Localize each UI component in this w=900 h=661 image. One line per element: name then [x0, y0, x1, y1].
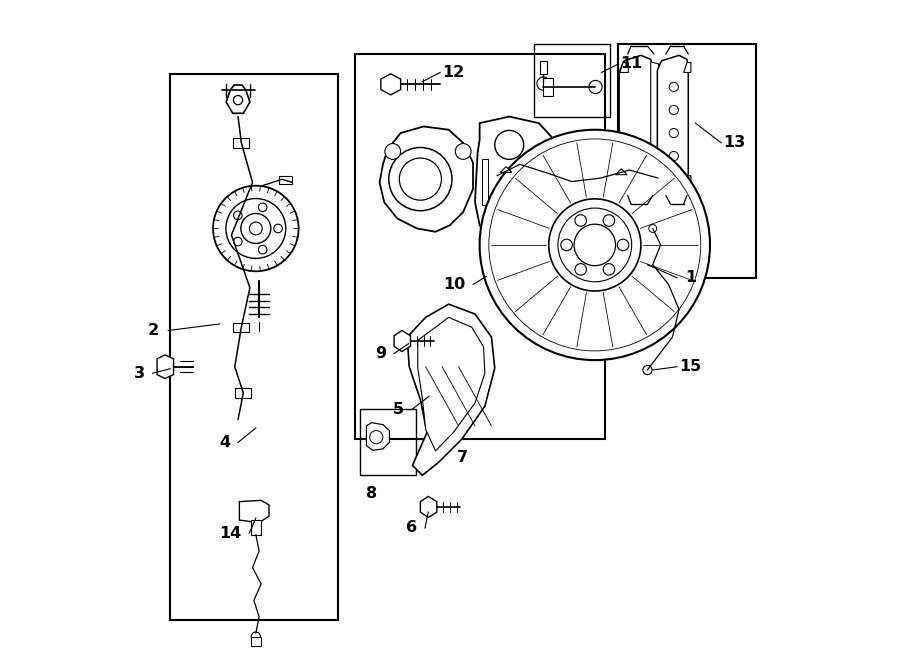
Circle shape: [251, 632, 260, 641]
Circle shape: [258, 203, 267, 212]
Polygon shape: [418, 317, 485, 451]
Circle shape: [670, 128, 679, 137]
Polygon shape: [250, 637, 261, 646]
Circle shape: [480, 130, 710, 360]
Polygon shape: [233, 138, 249, 147]
Text: 13: 13: [724, 136, 745, 151]
Circle shape: [561, 239, 572, 251]
Circle shape: [549, 199, 641, 291]
Circle shape: [455, 143, 471, 159]
Text: 2: 2: [148, 323, 159, 338]
Circle shape: [400, 158, 441, 200]
Polygon shape: [619, 56, 652, 196]
Circle shape: [389, 147, 452, 211]
Circle shape: [575, 215, 587, 226]
Polygon shape: [500, 167, 512, 173]
Polygon shape: [620, 63, 628, 73]
Polygon shape: [394, 330, 410, 352]
Polygon shape: [233, 323, 249, 332]
Polygon shape: [684, 63, 691, 73]
Circle shape: [670, 83, 679, 92]
Circle shape: [537, 77, 550, 91]
Circle shape: [589, 81, 602, 94]
Circle shape: [489, 139, 701, 351]
Circle shape: [670, 151, 679, 161]
Polygon shape: [482, 159, 488, 206]
Polygon shape: [420, 496, 436, 518]
Circle shape: [498, 214, 521, 237]
Bar: [617, 44, 756, 278]
Polygon shape: [380, 126, 473, 232]
Circle shape: [575, 264, 587, 275]
Polygon shape: [158, 355, 174, 379]
Text: 9: 9: [375, 346, 386, 361]
Polygon shape: [223, 231, 239, 240]
Circle shape: [385, 143, 400, 159]
Circle shape: [274, 224, 283, 233]
Polygon shape: [279, 176, 292, 184]
Polygon shape: [236, 389, 251, 398]
Bar: [360, 409, 416, 475]
Polygon shape: [657, 56, 688, 194]
Circle shape: [233, 237, 242, 246]
Circle shape: [670, 105, 679, 114]
Polygon shape: [684, 176, 691, 186]
Text: 1: 1: [686, 270, 697, 286]
Bar: [535, 44, 610, 116]
Text: 8: 8: [365, 486, 377, 501]
Text: 6: 6: [406, 520, 417, 535]
Polygon shape: [480, 235, 542, 261]
Circle shape: [233, 211, 242, 219]
Polygon shape: [407, 304, 495, 475]
Text: 3: 3: [133, 366, 145, 381]
Circle shape: [617, 239, 629, 251]
Circle shape: [495, 130, 524, 159]
Polygon shape: [543, 79, 553, 96]
Circle shape: [226, 198, 286, 258]
Circle shape: [649, 225, 657, 233]
Text: 14: 14: [219, 525, 241, 541]
Text: 15: 15: [680, 359, 701, 374]
Text: 7: 7: [456, 450, 468, 465]
Circle shape: [370, 430, 382, 444]
Circle shape: [233, 96, 243, 104]
Circle shape: [643, 366, 652, 375]
Polygon shape: [620, 176, 628, 186]
Text: 4: 4: [219, 435, 230, 450]
Polygon shape: [250, 520, 261, 535]
Circle shape: [603, 215, 615, 226]
Polygon shape: [381, 74, 400, 95]
Polygon shape: [651, 62, 659, 187]
Polygon shape: [366, 422, 390, 450]
Text: 12: 12: [442, 65, 464, 80]
Polygon shape: [539, 61, 547, 74]
Circle shape: [241, 214, 271, 243]
Bar: [355, 54, 605, 439]
Polygon shape: [616, 169, 627, 175]
Polygon shape: [475, 116, 559, 245]
Circle shape: [249, 222, 262, 235]
Circle shape: [258, 245, 267, 254]
Bar: [170, 74, 338, 620]
Circle shape: [558, 208, 632, 282]
Text: 10: 10: [443, 277, 465, 292]
Polygon shape: [239, 500, 269, 523]
Text: 5: 5: [392, 402, 404, 417]
Circle shape: [574, 224, 616, 266]
Polygon shape: [226, 85, 250, 113]
Circle shape: [213, 186, 299, 271]
Text: 11: 11: [620, 56, 642, 71]
Circle shape: [603, 264, 615, 275]
